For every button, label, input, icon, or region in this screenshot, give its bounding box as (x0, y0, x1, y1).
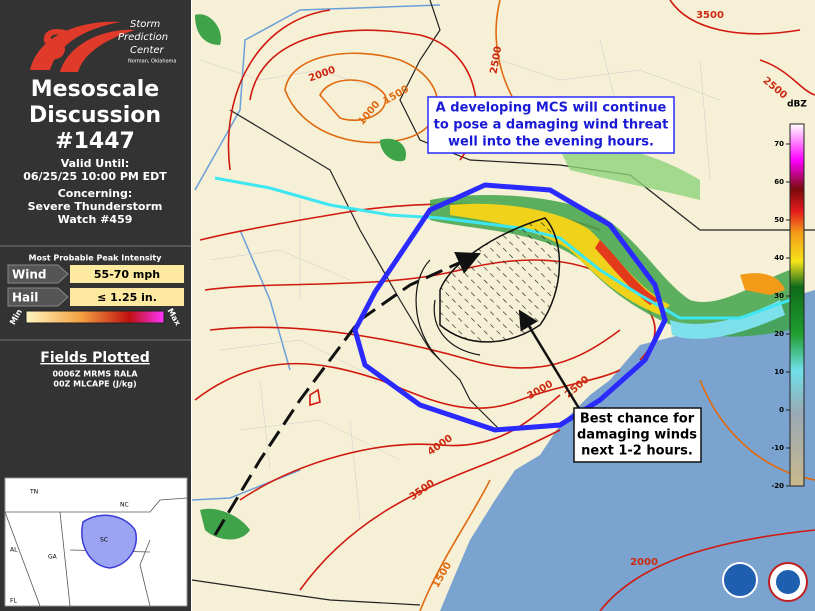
annotation-box (427, 96, 675, 154)
concerning-label: Concerning: (58, 187, 133, 200)
concerning-text: Severe Thunderstorm (28, 200, 163, 213)
pointer-arrow (518, 309, 582, 411)
colorbar-tick-label: 10 (774, 368, 784, 376)
value-box (70, 288, 184, 306)
intensity-scale (25, 310, 165, 324)
inset-label: FL (10, 598, 17, 605)
concerning-text: Watch #459 (58, 213, 133, 226)
hail-value: ≤ 1.25 in. (97, 291, 157, 304)
logo-text: Prediction (118, 32, 168, 43)
inset-label: AL (10, 547, 18, 554)
colorbar-tick-label: -20 (771, 482, 784, 490)
map: 3500 2500 2000 1500 1000 2500 3000 2500 … (191, 0, 815, 611)
field-item: 00Z MLCAPE (J/kg) (53, 380, 136, 389)
hail-label: Hail (12, 291, 38, 305)
inset-label: TN (29, 489, 38, 496)
logo-swoosh (30, 21, 135, 72)
colorbar-tick-label: 50 (774, 216, 784, 224)
annotation-text: A developing MCS will continue (436, 101, 667, 116)
wind-value: 55-70 mph (94, 268, 160, 281)
value-box (70, 265, 184, 283)
md-title: Mesoscale (31, 77, 159, 102)
intensity-title: Most Probable Peak Intensity (29, 254, 163, 263)
md-area (352, 182, 668, 433)
label-box (7, 287, 69, 307)
colorbar-tick-label: 0 (779, 406, 784, 414)
annotation-box (573, 407, 702, 463)
annotation-text: damaging winds (577, 428, 697, 443)
logo-text: Storm (130, 19, 160, 30)
colorbar-title: dBZ (787, 100, 807, 110)
logo-mark: S (40, 23, 69, 69)
colorbar-tick-label: 70 (774, 140, 784, 148)
inset-label: NC (120, 502, 129, 509)
logo-text: Center (130, 45, 165, 56)
label-box (7, 264, 69, 284)
valid-time: 06/25/25 10:00 PM EDT (23, 170, 167, 183)
annotation-text: next 1-2 hours. (581, 444, 693, 459)
colorbar-tick-label: 40 (774, 254, 784, 262)
logo-text: Norman, Oklahoma (128, 59, 177, 65)
annotation-text: to pose a damaging wind threat (434, 118, 669, 133)
field-item: 0006Z MRMS RALA (52, 370, 138, 379)
colorbar-tick-label: 20 (774, 330, 784, 338)
colorbar-tick-label: 60 (774, 178, 784, 186)
colorbar-tick-label: 30 (774, 292, 784, 300)
valid-label: Valid Until: (61, 157, 130, 170)
inset-label: GA (48, 554, 58, 561)
inset-label: SC (100, 537, 108, 544)
fields-title: Fields Plotted (40, 350, 149, 366)
contour-label: 3500 (696, 10, 724, 21)
inset-map: TN NC AL GA SC FL (4, 477, 188, 607)
noaa-logo (722, 562, 758, 598)
annotation-text: well into the evening hours. (448, 135, 654, 150)
nws-logo (776, 570, 800, 594)
contour-label: 2000 (630, 557, 658, 568)
colorbar-ticks: 70 60 50 40 30 20 10 0 -10 -20 (771, 140, 790, 490)
storm-track (213, 251, 481, 536)
wind-label: Wind (12, 268, 46, 282)
county-lines (199, 39, 721, 521)
watch-outline (415, 259, 481, 361)
annotation-text: Best chance for (580, 412, 695, 427)
md-title: #1447 (55, 129, 135, 154)
colorbar-tick-label: -10 (771, 444, 784, 452)
md-title: Discussion (29, 103, 161, 128)
colorbar (789, 123, 805, 487)
contour-label: 2500 (489, 45, 505, 74)
